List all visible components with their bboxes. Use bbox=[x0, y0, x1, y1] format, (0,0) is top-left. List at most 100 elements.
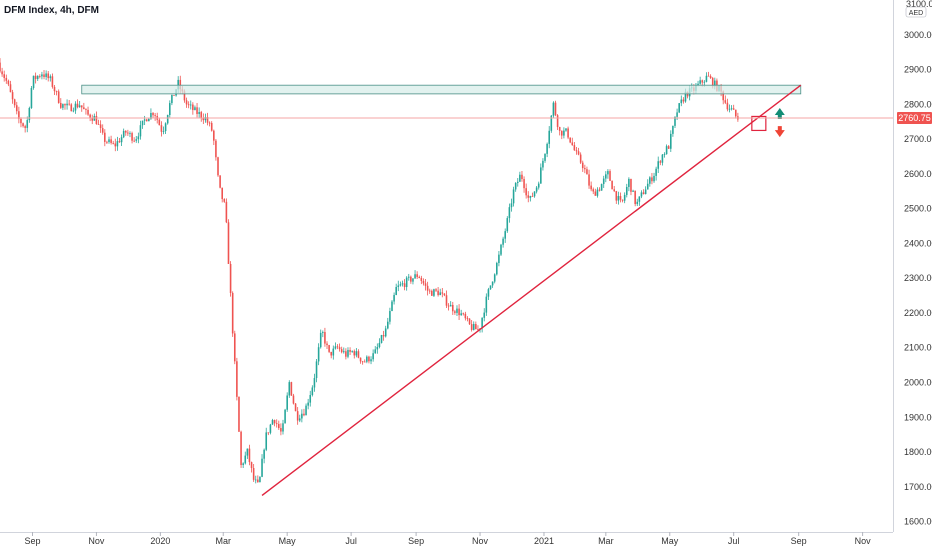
candle-body bbox=[242, 463, 244, 465]
candle-body bbox=[571, 142, 574, 146]
candle-body bbox=[577, 151, 580, 155]
x-tick-label: Nov bbox=[472, 536, 489, 546]
candle-body bbox=[734, 109, 737, 117]
candle-body bbox=[148, 118, 150, 122]
candle-body bbox=[472, 324, 475, 330]
candle-body bbox=[225, 201, 228, 223]
candle-body bbox=[43, 74, 45, 77]
candle-body bbox=[393, 294, 395, 302]
candle-body bbox=[496, 262, 498, 275]
candle-body bbox=[189, 104, 192, 106]
candle-body bbox=[72, 110, 75, 112]
candle-body bbox=[57, 91, 60, 103]
y-tick-label: 3000.00 bbox=[904, 30, 932, 40]
candle-body bbox=[449, 304, 452, 307]
candle-body bbox=[307, 402, 309, 406]
time-axis[interactable]: Sep Nov 2020 Mar May Jul Sep Nov 2021 Mar May Jul Se… bbox=[0, 532, 893, 546]
candle-body bbox=[215, 140, 217, 158]
y-tick-label: 1700.00 bbox=[904, 482, 932, 492]
candle-body bbox=[414, 274, 416, 279]
last-price-tag bbox=[897, 111, 932, 124]
candle-body bbox=[24, 126, 26, 128]
candle-body bbox=[309, 395, 312, 403]
candle-body bbox=[516, 181, 519, 183]
candle-body bbox=[305, 405, 307, 416]
candle-body bbox=[131, 133, 133, 141]
candle-body bbox=[644, 189, 647, 195]
price-axis[interactable]: 1600.00 1700.00 1800.00 1900.00 2000.00 2100.… bbox=[893, 0, 932, 532]
candle-body bbox=[407, 276, 410, 278]
candle-body bbox=[269, 424, 272, 433]
candle-body bbox=[697, 83, 699, 86]
candle-body bbox=[259, 476, 261, 483]
candle-body bbox=[722, 91, 725, 101]
ascending-trendline[interactable] bbox=[261, 84, 802, 497]
y-tick-label: 2700.00 bbox=[904, 134, 932, 144]
candle-body bbox=[227, 222, 230, 264]
candle-body bbox=[493, 274, 496, 282]
candle-body bbox=[730, 108, 733, 110]
candle-body bbox=[164, 123, 167, 132]
candle-body bbox=[3, 74, 5, 78]
candle-body bbox=[208, 122, 211, 124]
candle-body bbox=[137, 136, 140, 140]
candle-body bbox=[49, 76, 52, 79]
candle-body bbox=[219, 175, 221, 188]
candle-body bbox=[611, 180, 613, 190]
arrow-up-icon bbox=[774, 108, 785, 120]
overlays bbox=[81, 84, 802, 497]
candle-body bbox=[491, 281, 494, 286]
candle-body bbox=[59, 102, 62, 108]
candle-body bbox=[143, 119, 146, 121]
candle-body bbox=[20, 118, 22, 124]
candle-body bbox=[124, 130, 127, 133]
candle-body bbox=[68, 103, 70, 105]
candle-body bbox=[605, 174, 607, 179]
candle-body bbox=[399, 284, 402, 286]
candle-body bbox=[705, 75, 708, 82]
candle-body bbox=[640, 192, 643, 197]
candle-body bbox=[229, 263, 232, 293]
candle-body bbox=[66, 103, 68, 106]
candle-body bbox=[533, 191, 536, 197]
candle-body bbox=[282, 423, 284, 432]
candle-body bbox=[210, 123, 213, 131]
candle-body bbox=[158, 119, 161, 126]
candle-body bbox=[527, 195, 530, 198]
candle-body bbox=[357, 351, 360, 358]
candle-body bbox=[600, 184, 603, 191]
candle-body bbox=[649, 177, 651, 184]
candle-body bbox=[676, 112, 678, 117]
candle-body bbox=[366, 356, 368, 362]
candle-body bbox=[558, 126, 561, 131]
candle-body bbox=[231, 292, 234, 334]
candle-body bbox=[508, 207, 511, 219]
candle-body bbox=[632, 190, 634, 192]
candle-body bbox=[418, 276, 421, 278]
candle-body bbox=[422, 280, 425, 284]
target-box[interactable] bbox=[751, 115, 767, 132]
candle-body bbox=[150, 112, 152, 119]
candle-body bbox=[525, 188, 527, 196]
candle-body bbox=[586, 169, 588, 175]
candle-body bbox=[579, 154, 582, 163]
candle-body bbox=[250, 462, 253, 469]
candle-body bbox=[263, 449, 265, 459]
candle-body bbox=[168, 103, 171, 116]
resistance-zone[interactable] bbox=[81, 84, 802, 95]
candle-body bbox=[290, 382, 293, 396]
candle-body bbox=[275, 423, 278, 425]
candle-body bbox=[613, 189, 615, 192]
candle-body bbox=[303, 413, 305, 416]
candle-body bbox=[416, 274, 418, 277]
candle-body bbox=[447, 305, 450, 307]
candle-body bbox=[254, 479, 257, 481]
candle-body bbox=[324, 332, 326, 344]
candle-body bbox=[537, 183, 540, 188]
candle-body bbox=[200, 112, 203, 118]
candle-body bbox=[498, 254, 500, 263]
candle-body bbox=[420, 277, 423, 281]
y-tick-label: 2100.00 bbox=[904, 343, 932, 353]
candle-body bbox=[475, 324, 477, 330]
